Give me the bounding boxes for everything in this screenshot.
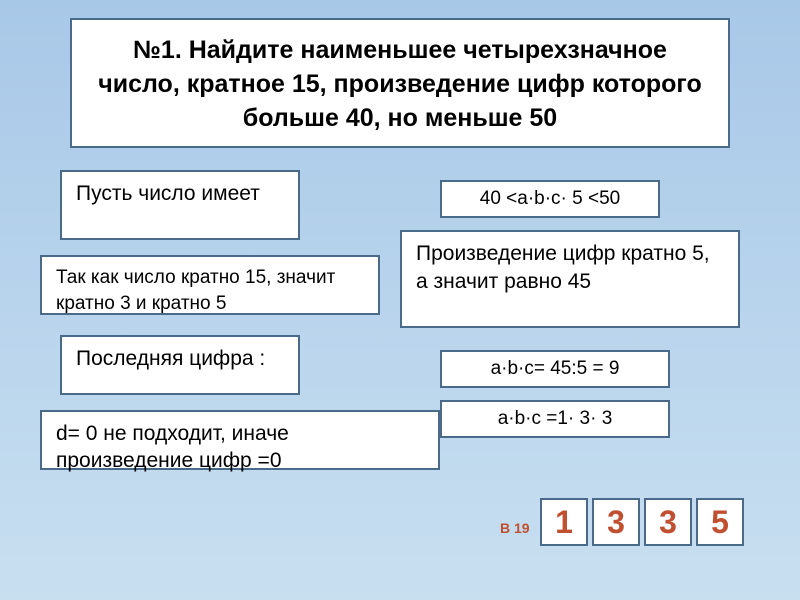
- let-number-box: Пусть число имеет: [60, 170, 300, 240]
- equation-2-box: a·b·c =1· 3· 3: [440, 400, 670, 438]
- last-digit-box: Последняя цифра :: [60, 335, 300, 395]
- divisible-15-box: Так как число кратно 15, значит кратно 3…: [40, 255, 380, 315]
- inequality-box: 40 <a·b·c· 5 <50: [440, 180, 660, 218]
- problem-title: №1. Найдите наименьшее четырехзначное чи…: [70, 18, 730, 148]
- answer-digit: 1: [540, 498, 588, 546]
- answer-digit: 3: [644, 498, 692, 546]
- d-zero-box: d= 0 не подходит, иначе произведение циф…: [40, 410, 440, 470]
- answer-digit: 5: [696, 498, 744, 546]
- answer-digit: 3: [592, 498, 640, 546]
- equation-1-box: a·b·c= 45:5 = 9: [440, 350, 670, 388]
- answer-row: 1 3 3 5: [540, 498, 744, 546]
- product-multiple5-box: Произведение цифр кратно 5, а значит рав…: [400, 230, 740, 328]
- problem-number-label: В 19: [500, 520, 530, 536]
